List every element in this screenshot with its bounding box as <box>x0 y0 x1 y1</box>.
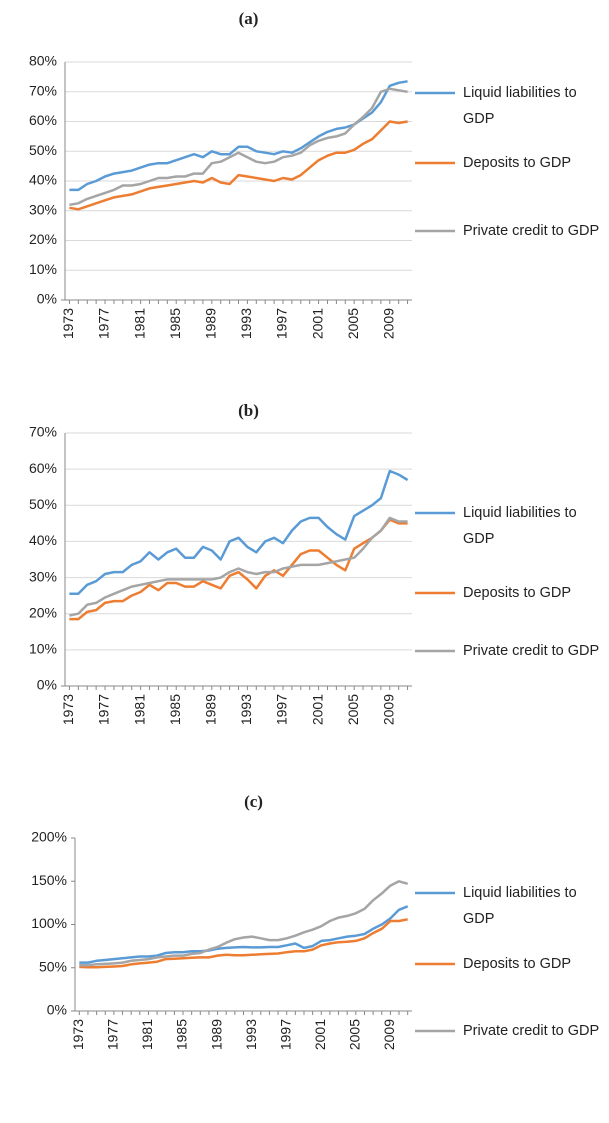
y-tick-label: 50% <box>29 496 57 512</box>
y-tick-label: 20% <box>29 231 57 247</box>
x-tick-label: 1985 <box>174 1019 190 1050</box>
x-tick-label: 2005 <box>347 1019 363 1050</box>
y-tick-label: 30% <box>29 568 57 584</box>
x-tick-label: 1989 <box>203 308 219 339</box>
legend-label: Private credit to GDP <box>463 1023 600 1039</box>
y-tick-label: 0% <box>47 1002 67 1018</box>
x-tick-label: 1981 <box>139 1019 155 1050</box>
legend-label: Deposits to GDP <box>463 155 571 171</box>
y-tick-label: 0% <box>37 677 57 693</box>
y-tick-label: 10% <box>29 261 57 277</box>
x-tick-label: 2001 <box>309 308 325 339</box>
x-tick-label: 2005 <box>345 308 361 339</box>
x-tick-label: 2005 <box>345 694 361 725</box>
series-line <box>79 880 409 967</box>
x-tick-label: 1997 <box>277 1019 293 1050</box>
x-tick-label: 1977 <box>105 1019 121 1050</box>
series-line <box>69 518 408 621</box>
y-tick-label: 0% <box>37 291 57 307</box>
x-tick-label: 1973 <box>60 308 76 339</box>
legend-label: Private credit to GDP <box>463 223 600 239</box>
y-tick-label: 70% <box>29 424 57 440</box>
y-tick-label: 150% <box>31 872 67 888</box>
x-tick-label: 1993 <box>238 308 254 339</box>
y-tick-label: 40% <box>29 532 57 548</box>
x-tick-label: 1973 <box>70 1019 86 1050</box>
x-tick-label: 1993 <box>238 694 254 725</box>
y-tick-label: 60% <box>29 460 57 476</box>
legend-label: Deposits to GDP <box>463 585 571 601</box>
series-line <box>69 516 408 617</box>
y-tick-label: 50% <box>29 142 57 158</box>
series-line <box>69 469 409 596</box>
x-tick-label: 1977 <box>96 308 112 339</box>
x-tick-label: 1997 <box>274 694 290 725</box>
legend-label: Liquid liabilities to GDP <box>463 885 577 927</box>
x-tick-label: 1989 <box>203 694 219 725</box>
y-tick-label: 80% <box>29 53 57 69</box>
legend-label: Private credit to GDP <box>463 643 600 659</box>
y-tick-label: 70% <box>29 82 57 98</box>
y-tick-label: 30% <box>29 201 57 217</box>
y-tick-label: 10% <box>29 641 57 657</box>
x-tick-label: 2009 <box>380 308 396 339</box>
x-tick-label: 1997 <box>274 308 290 339</box>
x-tick-label: 1985 <box>167 694 183 725</box>
legend-label: Liquid liabilities to GDP <box>463 505 577 547</box>
y-tick-label: 50% <box>39 958 67 974</box>
x-tick-label: 1977 <box>96 694 112 725</box>
legend-label: Liquid liabilities to GDP <box>463 85 577 127</box>
y-tick-label: 100% <box>31 915 67 931</box>
series-line <box>69 87 408 207</box>
series-line <box>79 918 408 969</box>
x-tick-label: 2001 <box>312 1019 328 1050</box>
chart-title: (c) <box>244 792 263 811</box>
chart-title: (a) <box>239 9 259 28</box>
x-tick-label: 2009 <box>381 1019 397 1050</box>
x-tick-label: 1985 <box>167 308 183 339</box>
x-tick-label: 1993 <box>243 1019 259 1050</box>
y-tick-label: 40% <box>29 172 57 188</box>
legend-label: Deposits to GDP <box>463 956 571 972</box>
x-tick-label: 1989 <box>208 1019 224 1050</box>
series-line <box>69 80 408 192</box>
y-tick-label: 20% <box>29 604 57 620</box>
series-line <box>69 120 408 211</box>
x-tick-label: 2009 <box>380 694 396 725</box>
y-tick-label: 60% <box>29 112 57 128</box>
x-tick-label: 1981 <box>131 694 147 725</box>
x-tick-label: 1973 <box>60 694 76 725</box>
series-line <box>79 905 409 964</box>
y-tick-label: 200% <box>31 829 67 845</box>
x-tick-label: 1981 <box>131 308 147 339</box>
chart-title: (b) <box>238 401 259 420</box>
x-tick-label: 2001 <box>309 694 325 725</box>
